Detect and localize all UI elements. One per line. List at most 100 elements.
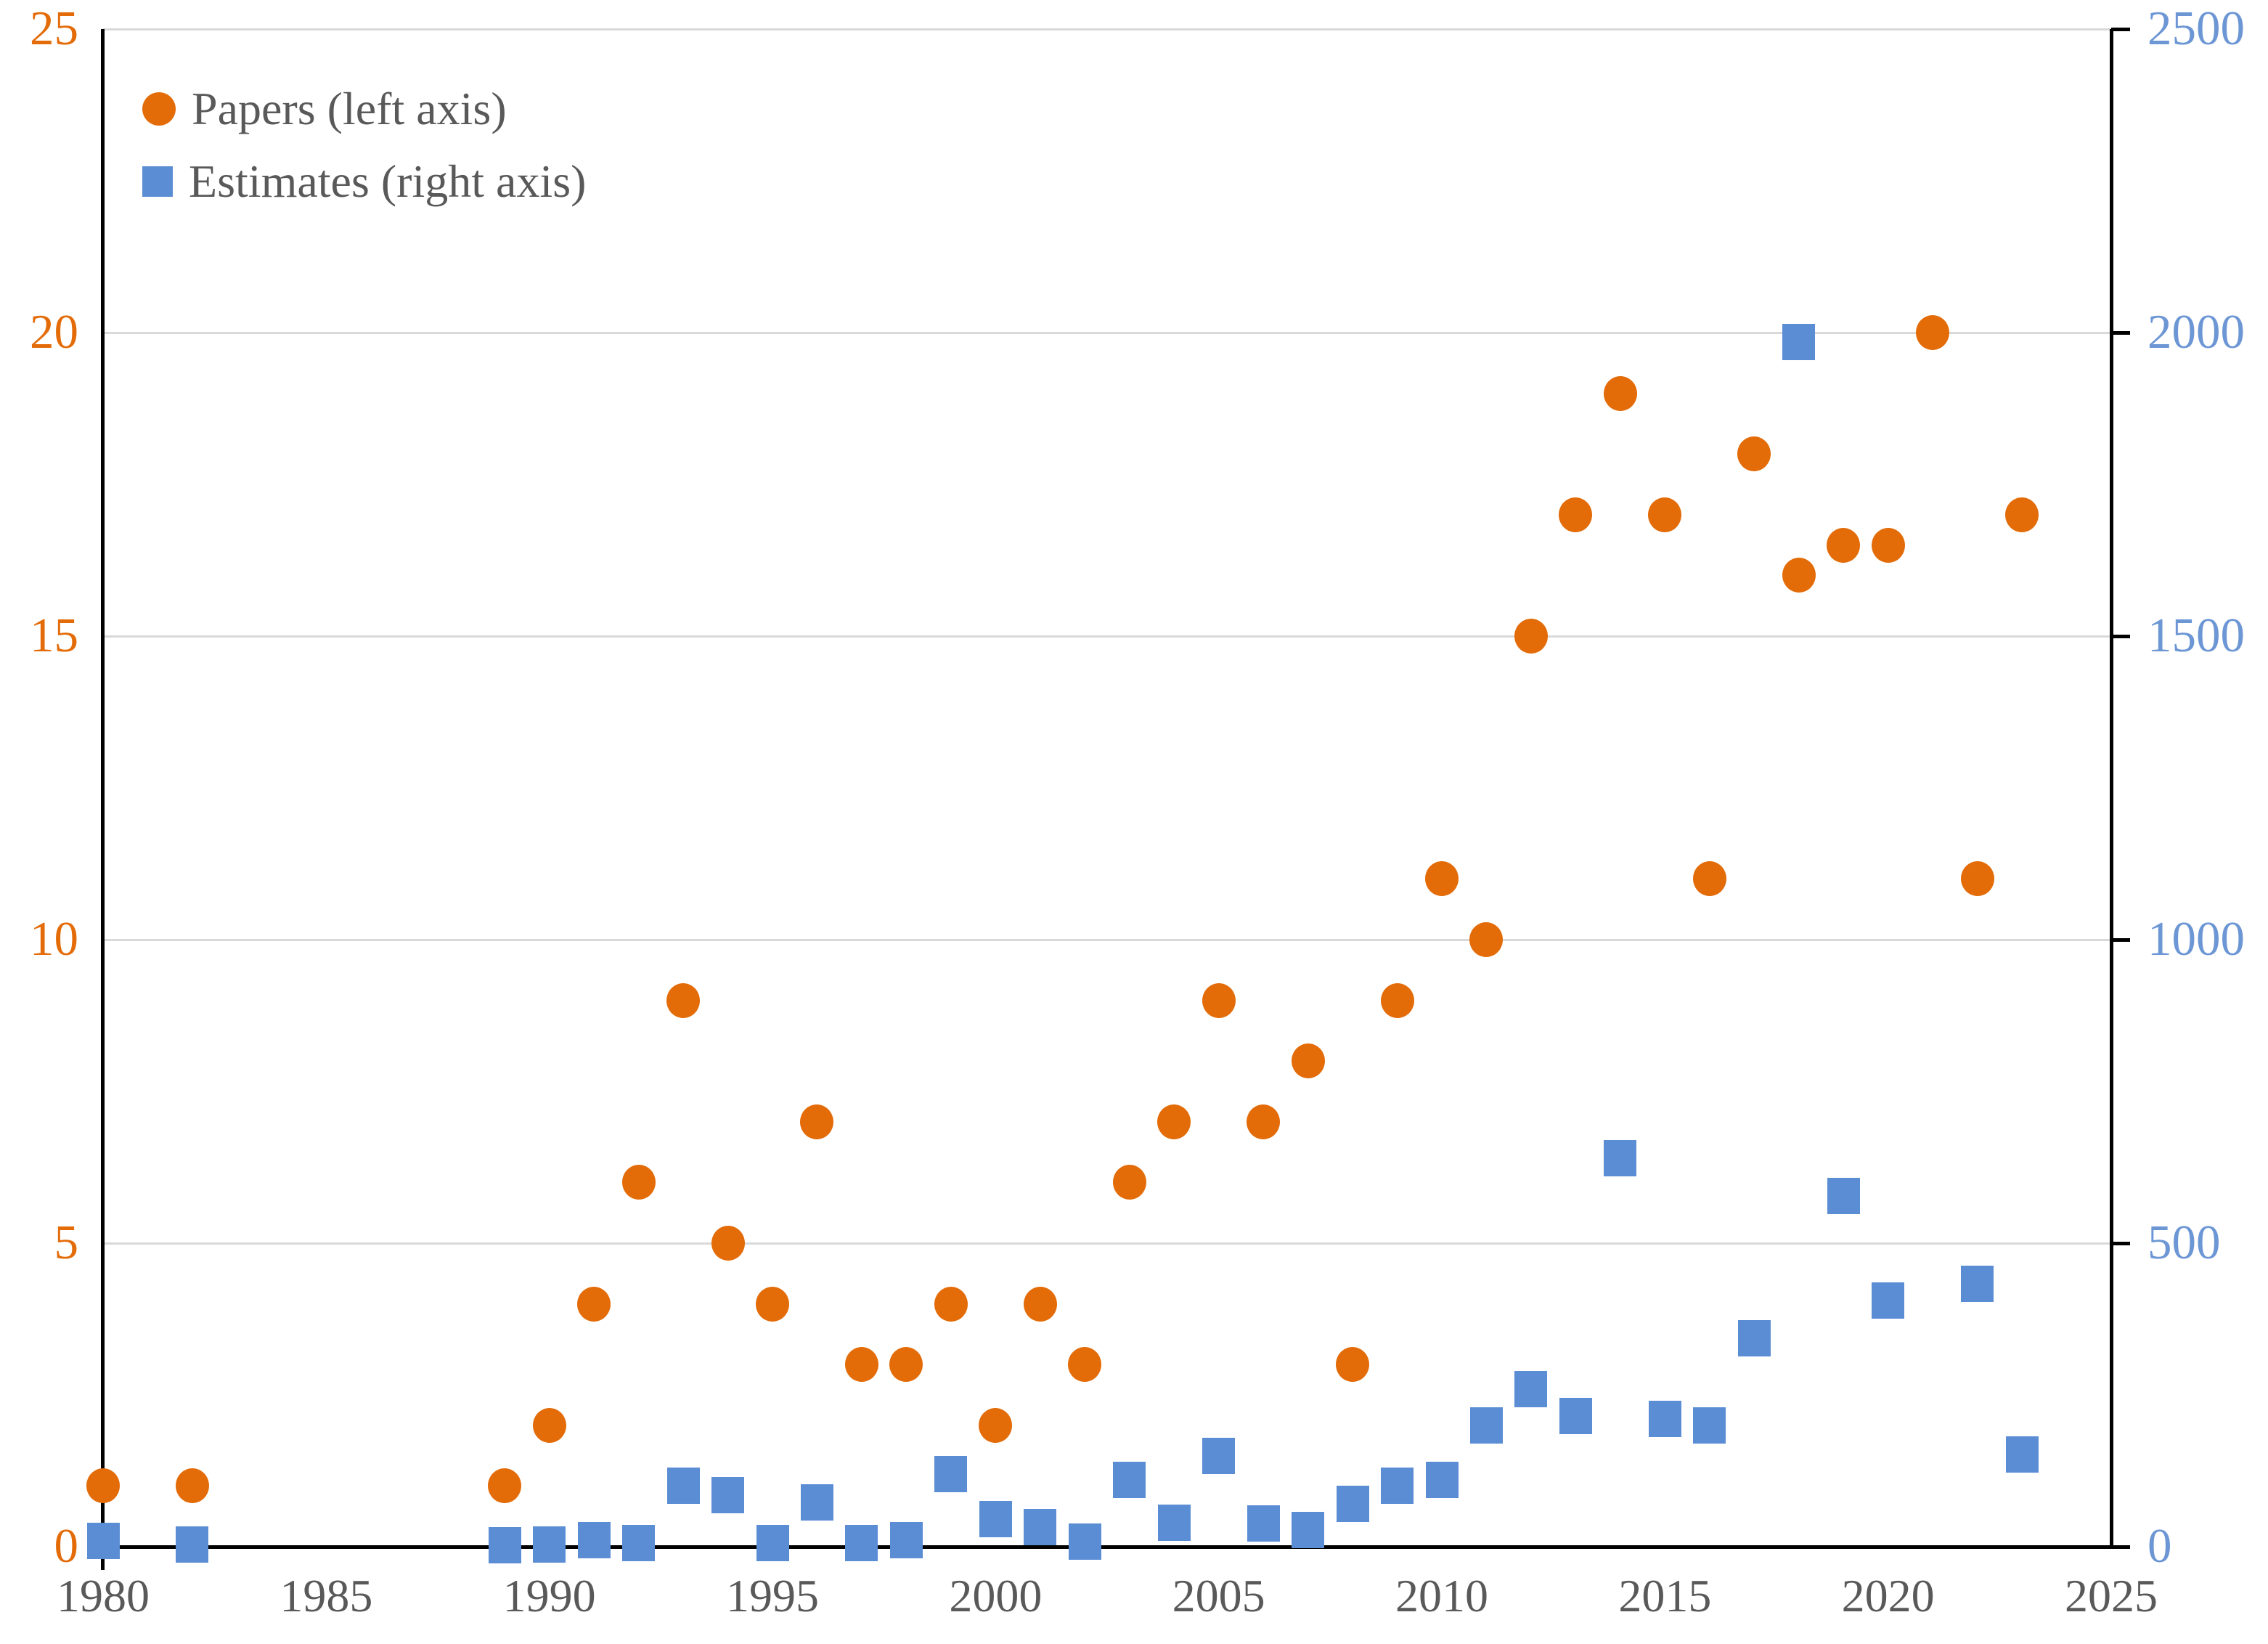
left-axis-tick-label: 15 bbox=[30, 609, 78, 662]
papers-point bbox=[1112, 1165, 1146, 1200]
legend-item-papers: Papers (left axis) bbox=[142, 73, 586, 145]
estimates-point bbox=[86, 1522, 120, 1559]
estimates-point bbox=[1737, 1320, 1771, 1357]
papers-point bbox=[979, 1407, 1013, 1443]
estimates-point bbox=[1113, 1462, 1146, 1499]
x-axis-tick-label: 1995 bbox=[726, 1570, 819, 1621]
estimates-point bbox=[666, 1468, 700, 1505]
papers-point bbox=[889, 1347, 923, 1383]
right-axis-tick bbox=[2111, 1545, 2130, 1549]
right-axis-tick-label: 2500 bbox=[2147, 1, 2245, 55]
estimates-point bbox=[1292, 1511, 1325, 1548]
x-axis-tick-label: 2005 bbox=[1172, 1570, 1265, 1621]
estimates-point bbox=[1024, 1509, 1057, 1546]
x-axis-tick-label: 2015 bbox=[1618, 1570, 1712, 1621]
papers-point bbox=[1068, 1347, 1102, 1383]
right-axis-line bbox=[2110, 29, 2113, 1547]
papers-point bbox=[1247, 1104, 1281, 1139]
estimates-point bbox=[934, 1455, 968, 1492]
papers-point bbox=[934, 1286, 968, 1322]
left-axis-tick-label: 20 bbox=[30, 305, 78, 359]
right-axis-tick-label: 500 bbox=[2147, 1216, 2221, 1269]
estimates-point bbox=[1157, 1504, 1191, 1541]
right-axis-tick-label: 1500 bbox=[2147, 609, 2245, 662]
gridline bbox=[103, 635, 2111, 638]
papers-point bbox=[1871, 527, 1905, 563]
estimates-point bbox=[1381, 1468, 1414, 1505]
estimates-point bbox=[800, 1484, 833, 1521]
estimates-point bbox=[889, 1521, 923, 1558]
papers-point bbox=[1291, 1043, 1325, 1079]
estimates-point bbox=[1827, 1177, 1860, 1214]
gridline bbox=[103, 1242, 2111, 1245]
left-axis-line bbox=[101, 29, 105, 1570]
x-axis-tick-label: 2025 bbox=[2065, 1570, 2158, 1621]
x-axis-tick-label: 2000 bbox=[949, 1570, 1043, 1621]
papers-point bbox=[1559, 497, 1593, 532]
right-axis-tick bbox=[2111, 331, 2130, 335]
estimates-point bbox=[577, 1521, 611, 1558]
papers-point bbox=[1514, 619, 1548, 654]
x-axis-line bbox=[101, 1545, 2113, 1549]
estimates-point bbox=[533, 1526, 566, 1563]
right-axis-tick bbox=[2111, 1242, 2130, 1245]
papers-point bbox=[86, 1468, 120, 1504]
estimates-point bbox=[1425, 1462, 1459, 1499]
papers-point bbox=[577, 1286, 611, 1322]
left-axis-tick-label: 25 bbox=[30, 1, 78, 55]
x-axis-tick-label: 1985 bbox=[280, 1570, 373, 1621]
gridline bbox=[103, 938, 2111, 941]
left-axis-tick-label: 10 bbox=[30, 912, 78, 966]
right-axis-tick bbox=[2111, 28, 2130, 31]
right-axis-tick bbox=[2111, 938, 2130, 942]
papers-point bbox=[756, 1286, 789, 1322]
right-axis-tick-label: 2000 bbox=[2147, 305, 2245, 359]
papers-point bbox=[488, 1468, 522, 1504]
estimates-point bbox=[488, 1527, 521, 1564]
papers-point bbox=[666, 982, 701, 1018]
estimates-point bbox=[1559, 1398, 1592, 1435]
estimates-point bbox=[1514, 1370, 1548, 1407]
legend: Papers (left axis) Estimates (right axis… bbox=[142, 73, 586, 218]
papers-point bbox=[1336, 1347, 1370, 1383]
estimates-point bbox=[979, 1501, 1012, 1538]
right-axis-tick-label: 0 bbox=[2147, 1519, 2172, 1573]
papers-point bbox=[1023, 1286, 1057, 1322]
papers-point bbox=[844, 1347, 878, 1383]
estimates-point bbox=[845, 1524, 878, 1561]
papers-point bbox=[800, 1104, 834, 1139]
gridline bbox=[103, 331, 2111, 334]
x-axis-tick-label: 1990 bbox=[502, 1570, 596, 1621]
x-axis-tick-label: 2020 bbox=[1841, 1570, 1935, 1621]
papers-point bbox=[1157, 1104, 1191, 1139]
estimates-point bbox=[176, 1526, 209, 1563]
estimates-point bbox=[711, 1476, 745, 1513]
papers-point bbox=[1202, 982, 1236, 1018]
papers-point bbox=[1380, 982, 1414, 1018]
papers-point bbox=[175, 1468, 209, 1504]
estimates-point bbox=[1604, 1139, 1637, 1176]
estimates-point bbox=[756, 1524, 789, 1561]
estimates-point bbox=[1068, 1523, 1101, 1560]
legend-item-estimates: Estimates (right axis) bbox=[142, 145, 586, 218]
estimates-point bbox=[1648, 1401, 1681, 1438]
estimates-point bbox=[1693, 1407, 1726, 1444]
papers-point bbox=[1469, 922, 1504, 957]
gridline bbox=[103, 28, 2111, 30]
estimates-point bbox=[2005, 1436, 2039, 1473]
legend-label-papers: Papers (left axis) bbox=[192, 83, 507, 134]
right-axis-tick bbox=[2111, 635, 2130, 638]
papers-point bbox=[1827, 527, 1861, 563]
papers-circle-icon bbox=[142, 92, 176, 126]
estimates-point bbox=[1961, 1266, 1994, 1302]
x-axis-tick-label: 1980 bbox=[57, 1570, 150, 1621]
right-axis-tick-label: 1000 bbox=[2147, 912, 2245, 966]
papers-point bbox=[1425, 861, 1459, 897]
papers-point bbox=[1960, 861, 1994, 897]
estimates-point bbox=[1469, 1407, 1503, 1444]
papers-point bbox=[1603, 375, 1637, 411]
papers-point bbox=[1782, 558, 1816, 593]
estimates-point bbox=[1782, 323, 1816, 360]
papers-point bbox=[532, 1407, 566, 1443]
